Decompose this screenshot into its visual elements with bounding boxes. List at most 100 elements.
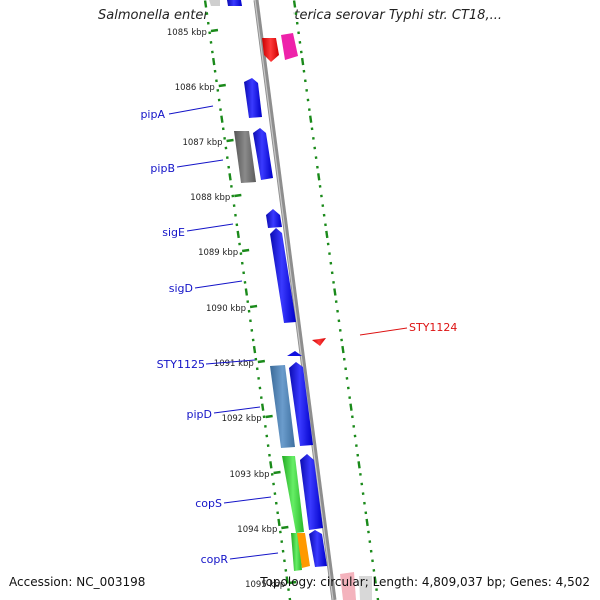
gene-copR-blue[interactable] [309, 530, 327, 567]
kbp-label: 1089 kbp [198, 248, 238, 258]
leader-STY1125 [205, 359, 256, 365]
gene-copR-orange[interactable] [297, 533, 310, 568]
kbp-tick [218, 83, 226, 88]
gene-bottom-gray[interactable] [359, 576, 372, 600]
tick-mark-r [333, 288, 337, 296]
tick-mark-l [277, 518, 281, 527]
kbp-tick [226, 138, 234, 143]
leader-lines [168, 105, 408, 560]
map-band [206, 0, 352, 600]
kbp-label: 1094 kbp [237, 525, 277, 535]
accession-label: Accession: [9, 575, 73, 589]
gene-copS-green[interactable] [282, 456, 304, 533]
leader-copR [229, 552, 279, 560]
label-copS[interactable]: copS [195, 497, 222, 510]
length-label: Length: [372, 575, 419, 589]
leader-sigE [186, 223, 234, 232]
gene-STY1125[interactable] [287, 351, 302, 356]
kbp-label: 1092 kbp [222, 414, 262, 424]
gene-sigE[interactable] [266, 209, 282, 228]
tick-mark-r [300, 57, 305, 66]
tick-mark-r [365, 518, 369, 527]
tick-mark-l [285, 576, 289, 584]
label-pipD[interactable]: pipD [187, 408, 213, 421]
backbone-line [253, 0, 337, 600]
tick-mark-r [325, 230, 329, 239]
topology-value: circular [320, 575, 365, 589]
label-STY1125[interactable]: STY1125 [157, 358, 205, 371]
gene-top-blue[interactable] [227, 0, 242, 6]
gene-sigD[interactable] [270, 228, 296, 323]
kbp-label: 1093 kbp [230, 470, 270, 480]
gene-top-gray[interactable] [209, 0, 220, 6]
gene-pipA[interactable] [244, 78, 262, 118]
leader-STY1124 [359, 327, 408, 336]
kbp-label: 1095 kbp [245, 580, 285, 590]
tick-mark-l [261, 403, 265, 411]
label-sigE[interactable]: sigE [162, 226, 185, 239]
topology-label: Topology: [260, 575, 317, 589]
tick-mark-l [252, 345, 257, 354]
tick-mark-r [373, 576, 377, 584]
map-title: Salmonella enterica subsp. enterica sero… [98, 8, 502, 23]
kbp-tick [249, 304, 258, 309]
kbp-tick [234, 193, 242, 198]
kbp-label: 1085 kbp [167, 28, 207, 38]
label-pipA[interactable]: pipA [140, 108, 165, 121]
gene-pipD-steel[interactable] [270, 365, 295, 448]
tick-mark-r [357, 461, 361, 469]
tick-mark-l [212, 57, 216, 66]
leader-pipA [168, 105, 214, 115]
gene-copS-blue[interactable] [300, 454, 323, 530]
tick-mark-l [269, 461, 273, 469]
kbp-label: 1090 kbp [206, 304, 246, 314]
tick-mark-r [317, 173, 321, 181]
tick-mark-l [244, 288, 249, 296]
tick-mark-l [228, 173, 232, 181]
backbone-group [206, 0, 352, 600]
accession-info: Accession: NC_003198 [9, 575, 145, 589]
label-sigD[interactable]: sigD [169, 282, 193, 295]
kbp-label: 1087 kbp [182, 138, 222, 148]
gene-red-top[interactable] [262, 38, 279, 62]
genes-value: 4,502 [555, 575, 590, 589]
tick-mark-l [236, 230, 240, 239]
kbp-tick [257, 359, 266, 364]
kbp-tick [265, 414, 273, 419]
backbone-highlight [254, 0, 334, 600]
gene-bottom-pink[interactable] [340, 572, 356, 600]
tick-mark-r [292, 0, 297, 8]
kbp-tick [281, 525, 289, 530]
kbp-label: 1091 kbp [214, 359, 254, 369]
tick-mark-r [349, 403, 353, 411]
tick-mark-r [309, 115, 313, 123]
tick-mark-l [220, 115, 224, 123]
length-value: 4,809,037 bp [421, 575, 502, 589]
gene-STY1124[interactable] [312, 338, 326, 346]
tick-mark-r [341, 345, 345, 354]
gene-label-group: pipA pipB sigE sigD STY1125 pipD copS co… [140, 108, 457, 566]
kbp-tick [288, 580, 297, 585]
label-STY1124[interactable]: STY1124 [409, 321, 457, 334]
accession-value: NC_003198 [76, 575, 146, 589]
gene-pipB-gray[interactable] [234, 131, 256, 183]
label-copR[interactable]: copR [201, 553, 229, 566]
gene-group[interactable] [209, 0, 372, 600]
genome-summary: Topology: circular; Length: 4,809,037 bp… [260, 575, 590, 589]
kbp-tick [210, 28, 219, 33]
leader-copS [223, 496, 272, 504]
kbp-label: 1088 kbp [190, 193, 230, 203]
gene-pipD-blue[interactable] [289, 362, 313, 446]
leader-pipB [176, 159, 224, 168]
tick-rails [203, 0, 380, 600]
kbp-tick [241, 248, 250, 253]
gene-pipB-blue[interactable] [253, 128, 273, 180]
kbp-label: 1086 kbp [175, 83, 215, 93]
kbp-label-group: 1085 kbp 1086 kbp 1087 kbp 1088 kbp 1089 kbp… [167, 28, 297, 590]
label-pipB[interactable]: pipB [150, 162, 175, 175]
leader-pipD [213, 406, 261, 414]
gene-magenta-top[interactable] [281, 33, 298, 60]
leader-sigD [194, 280, 243, 289]
kbp-tick [273, 470, 281, 475]
